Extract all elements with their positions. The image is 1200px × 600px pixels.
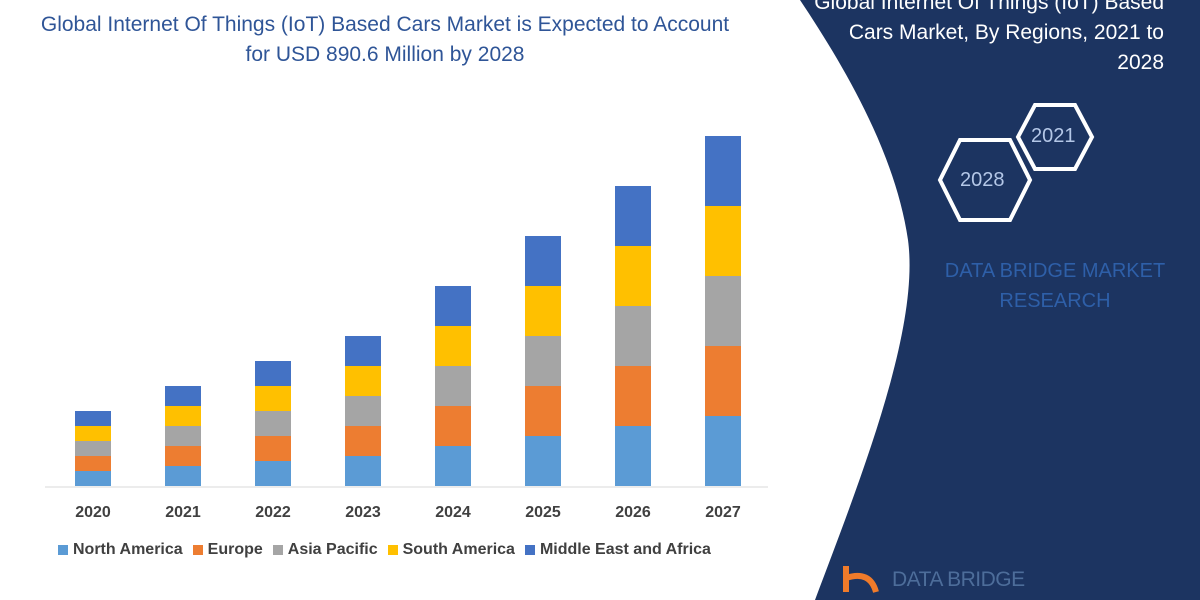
- legend-swatch: [58, 545, 68, 555]
- legend-label: Asia Pacific: [287, 541, 378, 558]
- legend-label: Middle East and Africa: [539, 541, 711, 558]
- bar-2025-asia-pacific: [525, 336, 561, 386]
- x-tick-label: 2021: [165, 504, 201, 521]
- legend-item: North America: [58, 541, 183, 559]
- bar-2024-north-america: [435, 446, 471, 486]
- legend-label: South America: [402, 541, 515, 558]
- x-tick-label: 2023: [345, 504, 381, 521]
- legend-label: Europe: [207, 541, 263, 558]
- side-panel: [800, 0, 1200, 600]
- hex-label-2021: 2021: [1031, 125, 1076, 147]
- bars-group: [75, 136, 741, 486]
- bar-2020-north-america: [75, 471, 111, 486]
- bar-2024-asia-pacific: [435, 366, 471, 406]
- bar-2022-south-america: [255, 386, 291, 411]
- bar-2020-south-america: [75, 426, 111, 441]
- legend-swatch: [524, 545, 535, 555]
- bar-2025-europe: [525, 386, 561, 436]
- hex-label-2028: 2028: [960, 169, 1005, 191]
- chart-title: Global Internet Of Things (IoT) Based Ca…: [40, 13, 730, 66]
- legend-item: Middle East and Africa: [524, 541, 711, 559]
- bar-2025-south-america: [525, 286, 561, 336]
- x-tick-label: 2025: [525, 504, 561, 521]
- bar-2027-middle-east-and-africa: [705, 136, 741, 206]
- bar-2023-south-america: [345, 366, 381, 396]
- bar-2024-south-america: [435, 326, 471, 366]
- bar-2021-south-america: [165, 406, 201, 426]
- bar-2021-middle-east-and-africa: [165, 386, 201, 406]
- logo-text: DATA BRIDGE: [892, 568, 1025, 591]
- bar-2020-asia-pacific: [75, 441, 111, 456]
- hexagon-2021: [1015, 103, 1095, 171]
- bar-2020-middle-east-and-africa: [75, 411, 111, 426]
- legend-item: South America: [387, 541, 515, 559]
- legend-item: Europe: [192, 541, 263, 559]
- legend-swatch: [192, 545, 203, 555]
- bar-2024-europe: [435, 406, 471, 446]
- bar-2022-north-america: [255, 461, 291, 486]
- panel-title: Global Internet Of Things (IoT) Based Ca…: [814, 0, 1164, 74]
- bar-2023-europe: [345, 426, 381, 456]
- bar-2026-south-america: [615, 246, 651, 306]
- x-tick-label: 2022: [255, 504, 291, 521]
- x-tick-label: 2024: [435, 504, 471, 521]
- bar-2026-north-america: [615, 426, 651, 486]
- bar-2021-north-america: [165, 466, 201, 486]
- bar-2021-europe: [165, 446, 201, 466]
- legend-label: North America: [73, 541, 183, 558]
- bar-2021-asia-pacific: [165, 426, 201, 446]
- bar-2022-middle-east-and-africa: [255, 361, 291, 386]
- bar-2027-asia-pacific: [705, 276, 741, 346]
- legend-swatch: [272, 545, 283, 555]
- brand-text: DATA BRIDGE MARKET RESEARCH: [944, 260, 1166, 312]
- bar-2026-asia-pacific: [615, 306, 651, 366]
- bar-2027-south-america: [705, 206, 741, 276]
- bar-2023-middle-east-and-africa: [345, 336, 381, 366]
- bar-2025-north-america: [525, 436, 561, 486]
- bar-2023-north-america: [345, 456, 381, 486]
- hexagon-2028: [937, 138, 1033, 222]
- logo-icon: [843, 566, 879, 593]
- bar-2027-europe: [705, 346, 741, 416]
- x-tick-label: 2020: [75, 504, 111, 521]
- bar-2022-europe: [255, 436, 291, 461]
- bar-2022-asia-pacific: [255, 411, 291, 436]
- legend: North America Europe Asia Pacific South Ame…: [58, 541, 711, 559]
- bar-2027-north-america: [705, 416, 741, 486]
- legend-item: Asia Pacific: [272, 541, 378, 559]
- bar-2026-europe: [615, 366, 651, 426]
- bar-2024-middle-east-and-africa: [435, 286, 471, 326]
- x-tick-label: 2026: [615, 504, 651, 521]
- bar-2026-middle-east-and-africa: [615, 186, 651, 246]
- legend-swatch: [387, 545, 398, 555]
- bar-2023-asia-pacific: [345, 396, 381, 426]
- bar-2020-europe: [75, 456, 111, 471]
- bar-2025-middle-east-and-africa: [525, 236, 561, 286]
- x-tick-label: 2027: [705, 504, 741, 521]
